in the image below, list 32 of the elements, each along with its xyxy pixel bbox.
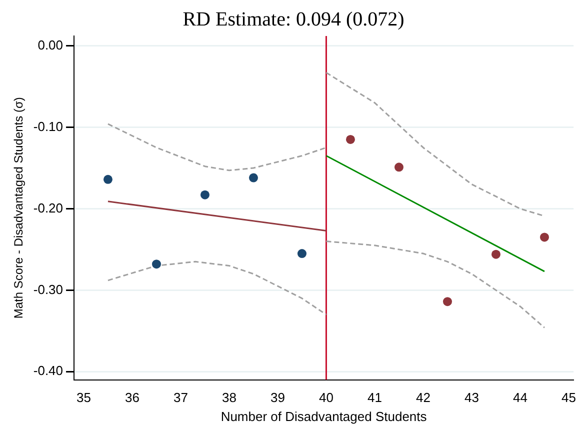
chart-title: RD Estimate: 0.094 (0.072) <box>182 8 404 30</box>
x-tick-label: 37 <box>173 390 188 406</box>
point <box>200 190 210 200</box>
point <box>491 250 500 259</box>
y-axis-title: Math Score - Disadvantaged Students (σ) <box>12 97 26 319</box>
x-axis-title: Number of Disadvantaged Students <box>220 408 428 424</box>
x-tick-label: 38 <box>222 390 236 406</box>
x-tick-label: 35 <box>76 390 91 406</box>
point <box>248 173 258 182</box>
line-series <box>325 240 546 328</box>
point <box>394 162 404 172</box>
x-tick-label: 39 <box>270 390 285 406</box>
x-tick-label: 45 <box>561 390 576 406</box>
point <box>540 232 549 242</box>
point <box>346 134 355 144</box>
point <box>297 249 306 258</box>
x-tick-label: 42 <box>416 390 430 406</box>
line-series <box>107 260 327 316</box>
x-tick-label: 41 <box>367 390 382 406</box>
y-tick-label: 0.00 <box>38 37 64 52</box>
y-tick-label: -0.30 <box>33 282 64 297</box>
line-series <box>107 123 327 172</box>
y-tick-label: -0.20 <box>33 200 64 216</box>
point <box>103 174 112 184</box>
point <box>442 297 452 306</box>
x-tick-label: 43 <box>464 390 479 406</box>
y-tick-label: -0.40 <box>33 363 64 378</box>
x-tick-label: 36 <box>124 390 140 406</box>
y-tick-label: -0.10 <box>33 118 64 134</box>
x-tick-label: 40 <box>318 390 334 406</box>
point <box>152 260 161 269</box>
x-tick-label: 44 <box>512 390 528 406</box>
